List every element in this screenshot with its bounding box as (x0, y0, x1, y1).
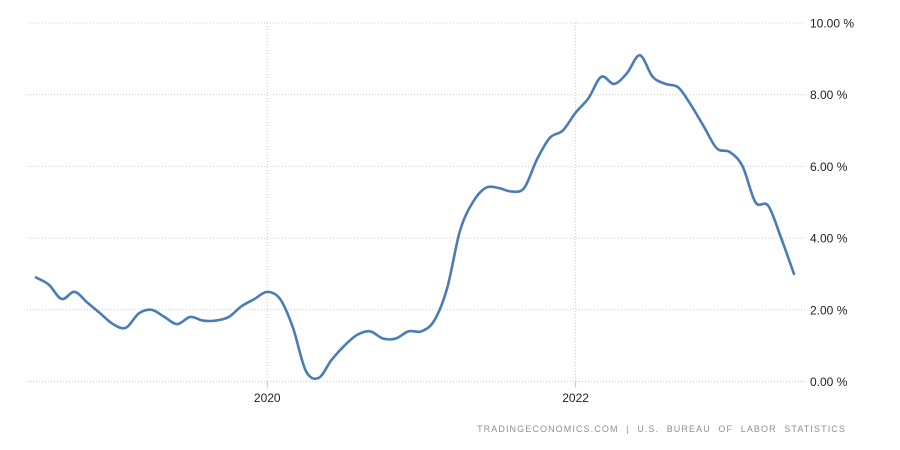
y-axis-tick-label: 8.00 % (810, 88, 848, 102)
y-axis-tick-label: 4.00 % (810, 232, 848, 246)
y-axis-tick-label: 10.00 % (810, 17, 854, 31)
attribution-text: TRADINGECONOMICS.COM | U.S. BUREAU OF LA… (477, 424, 846, 434)
x-axis-tick-label: 2020 (254, 391, 281, 405)
y-axis-tick-label: 0.00 % (810, 375, 848, 389)
y-axis-tick-label: 6.00 % (810, 160, 848, 174)
x-axis-tick-label: 2022 (562, 391, 589, 405)
inflation-line-chart: 0.00 % 2.00 % 4.00 % 6.00 % 8.00 % 10.00 % 202… (27, 17, 854, 405)
y-axis-tick-label: 2.00 % (810, 303, 848, 317)
source-attribution: TRADINGECONOMICS.COM | U.S. BUREAU OF LA… (477, 424, 846, 434)
inflation-rate-line (34, 53, 796, 381)
